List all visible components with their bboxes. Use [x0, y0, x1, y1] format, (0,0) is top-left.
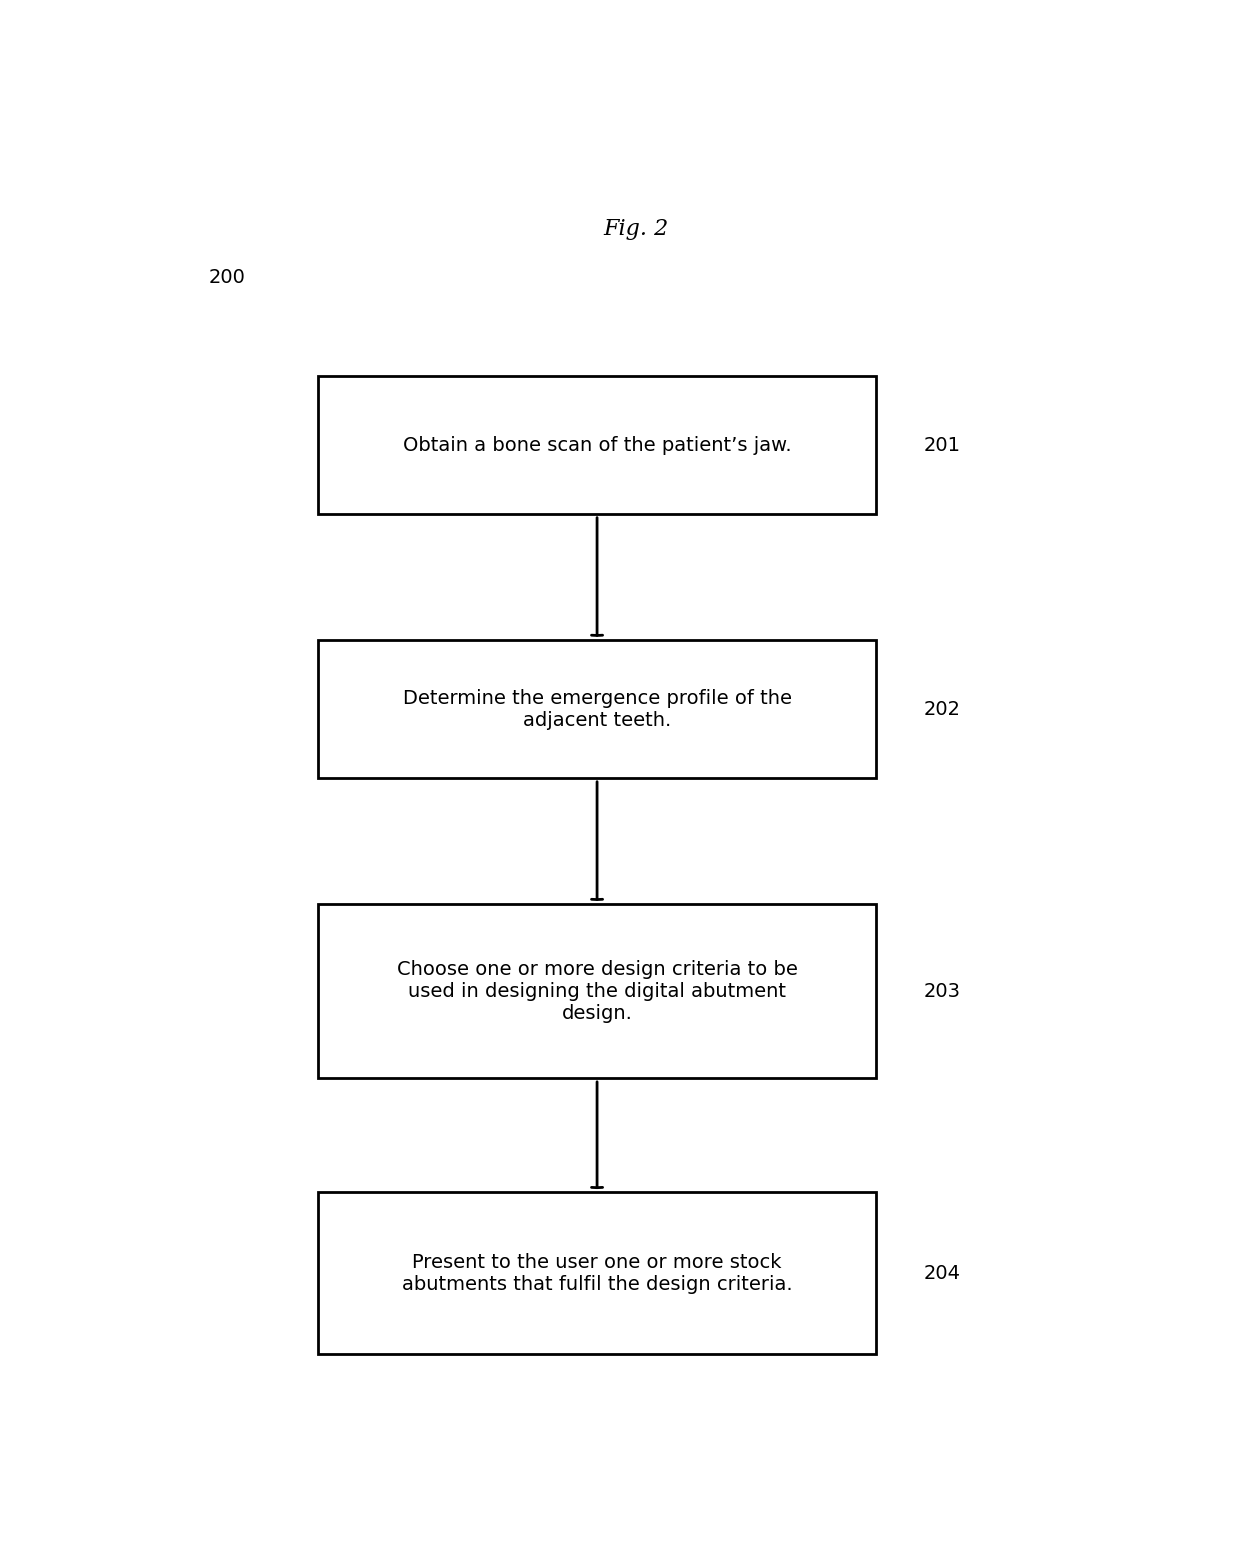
Bar [319, 1193, 875, 1355]
Text: Choose one or more design criteria to be
used in designing the digital abutment
: Choose one or more design criteria to be… [397, 960, 797, 1023]
Text: Determine the emergence profile of the
adjacent teeth.: Determine the emergence profile of the a… [403, 689, 791, 730]
Bar [319, 641, 875, 778]
Bar [319, 376, 875, 514]
Text: 204: 204 [924, 1264, 961, 1283]
Bar [319, 904, 875, 1079]
Text: 200: 200 [208, 268, 246, 287]
Text: Present to the user one or more stock
abutments that fulfil the design criteria.: Present to the user one or more stock ab… [402, 1253, 792, 1294]
Text: Fig. 2: Fig. 2 [603, 218, 668, 240]
Text: Obtain a bone scan of the patient’s jaw.: Obtain a bone scan of the patient’s jaw. [403, 435, 791, 455]
Text: 203: 203 [924, 982, 961, 1001]
Text: 202: 202 [924, 700, 961, 719]
Text: 201: 201 [924, 435, 961, 455]
